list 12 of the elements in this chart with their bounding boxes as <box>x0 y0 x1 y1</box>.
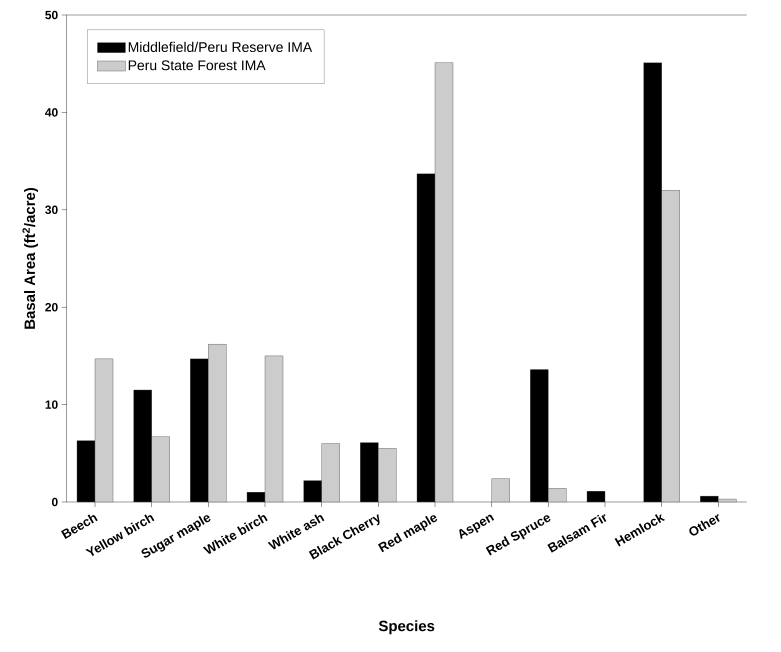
legend-label: Middlefield/Peru Reserve IMA <box>128 42 312 52</box>
y-tick-label: 40 <box>45 108 58 117</box>
y-axis-title: Basal Area (ft$^{2}$/acre) <box>22 188 38 329</box>
y-tick-label: 10 <box>46 400 58 409</box>
y-tick-label: 0 <box>52 498 58 506</box>
legend-label: Peru State Forest IMA <box>128 60 266 70</box>
x-axis-title: Species <box>378 620 434 634</box>
y-tick-label: 30 <box>45 206 58 214</box>
bar <box>491 478 510 502</box>
y-tick-label: 20 <box>45 302 58 312</box>
y-tick-label: 50 <box>45 10 58 20</box>
x-tick-label: Other <box>689 514 720 536</box>
